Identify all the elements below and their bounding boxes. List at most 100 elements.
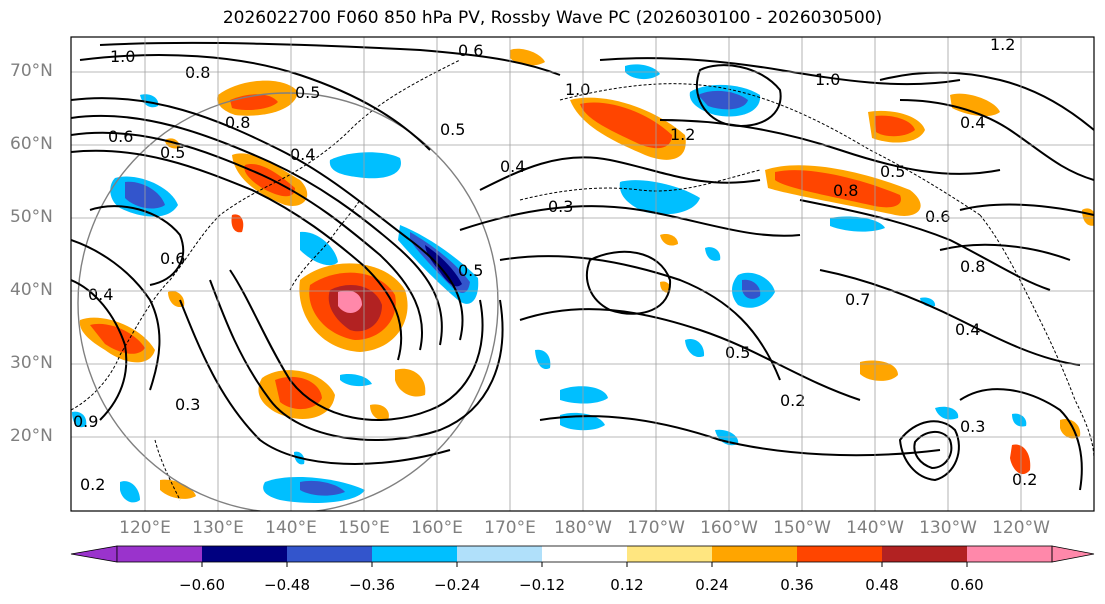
contour-line — [71, 239, 161, 391]
colorbar — [70, 545, 1095, 567]
colorbar-tick-label: 0.24 — [695, 576, 729, 594]
lon-label: 150°E — [338, 518, 390, 538]
shade-negative — [560, 386, 608, 404]
shade-negative — [935, 406, 959, 420]
lat-label: 60°N — [10, 134, 53, 154]
shade-negative — [1012, 413, 1027, 427]
pv-contours — [71, 41, 1094, 491]
shade-negative — [742, 279, 761, 299]
graticule — [71, 37, 1094, 511]
contour-line — [99, 41, 561, 76]
contour-label: 0.4 — [88, 285, 113, 304]
contour-line — [71, 114, 443, 346]
contour-line — [819, 269, 1081, 366]
colorbar-bin — [287, 546, 372, 562]
contour-label: 0.4 — [500, 157, 525, 176]
lat-label: 70°N — [10, 61, 53, 81]
colorbar-tick-label: −0.24 — [434, 576, 480, 594]
colorbar-bin — [967, 546, 1052, 562]
contour-line — [659, 119, 1001, 175]
shade-positive — [231, 214, 244, 233]
shade-positive — [660, 281, 671, 293]
contour-label: 0.6 — [108, 127, 133, 146]
contour-label: 1.2 — [990, 35, 1015, 54]
contour-label: 1.2 — [670, 125, 695, 144]
contour-line — [959, 203, 1094, 216]
contour-line — [539, 415, 941, 457]
contour-label: 0.7 — [845, 290, 870, 309]
lon-label: 180°W — [554, 518, 612, 538]
shade-negative — [329, 152, 401, 179]
shade-positive — [90, 323, 145, 354]
contour-label: 0.5 — [880, 162, 905, 181]
lon-label: 160°E — [411, 518, 463, 538]
contour-line — [179, 299, 451, 465]
colorbar-bin — [797, 546, 882, 562]
coastline-aleutians — [519, 169, 761, 201]
contour-line — [695, 64, 782, 127]
colorbar-tick-label: 0.60 — [950, 576, 984, 594]
lon-label: 120°E — [119, 518, 171, 538]
shade-positive — [338, 290, 362, 314]
contour-line — [959, 388, 1083, 491]
shade-negative — [715, 429, 739, 446]
coastline-alaska — [559, 83, 981, 216]
contour-line — [799, 199, 1051, 291]
shade-positive — [950, 93, 1000, 117]
contour-label: 0.8 — [225, 113, 250, 132]
lon-label: 170°E — [484, 518, 536, 538]
contour-label: 1.0 — [565, 80, 590, 99]
contour-label: 0.5 — [440, 120, 465, 139]
lon-label: 150°W — [773, 518, 831, 538]
colorbar-bin — [712, 546, 797, 562]
shade-negative — [830, 216, 885, 232]
contour-label: 0.5 — [160, 143, 185, 162]
contour-line — [71, 149, 403, 361]
shade-negative — [72, 411, 87, 428]
contour-line — [459, 205, 801, 237]
contour-line — [899, 99, 1094, 181]
colorbar-bin — [372, 546, 457, 562]
colorbar-bin — [627, 546, 712, 562]
shade-positive — [395, 368, 426, 397]
contour-label: 1.0 — [815, 70, 840, 89]
coastline-asia — [71, 59, 461, 411]
shade-negative — [698, 90, 748, 110]
contour-line — [79, 54, 431, 151]
coastline-philippines — [154, 439, 181, 501]
shade-negative — [685, 338, 705, 358]
shade-positive — [1010, 444, 1031, 475]
rossby-wave-circle — [77, 92, 499, 511]
contour-label: 0.8 — [960, 257, 985, 276]
shade-negative — [300, 480, 345, 496]
contour-line — [585, 250, 672, 315]
lat-label: 40°N — [10, 280, 53, 300]
shade-positive — [660, 234, 678, 246]
shade-positive — [510, 48, 545, 66]
contour-label: 0.3 — [960, 417, 985, 436]
contour-label: 0.2 — [1012, 470, 1037, 489]
shade-positive — [860, 360, 898, 381]
contour-line — [71, 97, 464, 341]
shade-negative — [425, 245, 462, 287]
contour-line — [89, 205, 185, 286]
colorbar-tick-label: 0.12 — [610, 576, 644, 594]
contour-label: 0.5 — [295, 83, 320, 102]
colorbar-extend-low — [70, 545, 118, 563]
contour-label: 0.6 — [458, 41, 483, 60]
contour-label: 0.2 — [780, 391, 805, 410]
contour-line — [479, 156, 761, 191]
colorbar-frame — [116, 545, 1053, 563]
contour-labels: 1.2 1.0 0.8 0.8 0.6 0.5 0.4 0.4 0.3 0.6 … — [73, 35, 1037, 494]
lat-label: 30°N — [10, 353, 53, 373]
shade-negative — [120, 481, 140, 503]
contour-line — [229, 269, 484, 421]
colorbar-tick-label: −0.36 — [349, 576, 395, 594]
coastlines — [71, 59, 1094, 501]
shade-negative — [300, 231, 338, 266]
plot-frame — [70, 36, 1095, 512]
coastline-namerica — [979, 214, 1094, 461]
shade-positive — [580, 102, 672, 149]
contour-label: 0.4 — [960, 113, 985, 132]
